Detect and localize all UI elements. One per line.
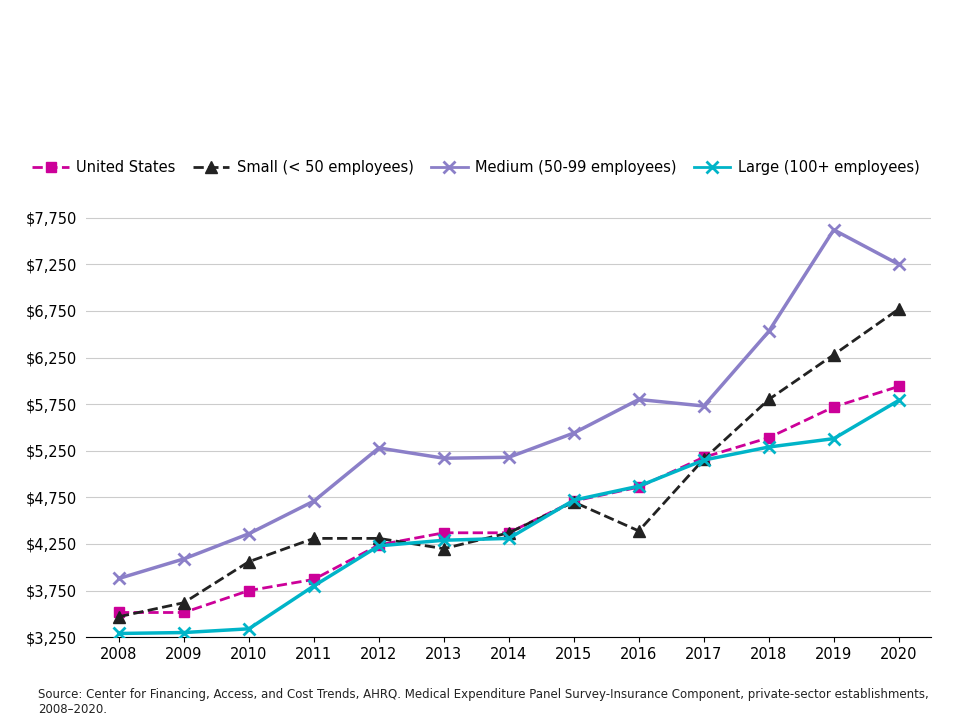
Circle shape [398,9,960,155]
Text: Source: Center for Financing, Access, and Cost Trends, AHRQ. Medical Expenditure: Source: Center for Financing, Access, an… [38,688,929,716]
Text: Figure 12. Average annual employee contribution (in dollars) for family: Figure 12. Average annual employee contr… [0,39,855,59]
Text: coverage, overall and by firm size, 2008–2020: coverage, overall and by firm size, 2008… [144,91,701,111]
Legend: United States, Small (< 50 employees), Medium (50-99 employees), Large (100+ emp: United States, Small (< 50 employees), M… [27,154,925,181]
